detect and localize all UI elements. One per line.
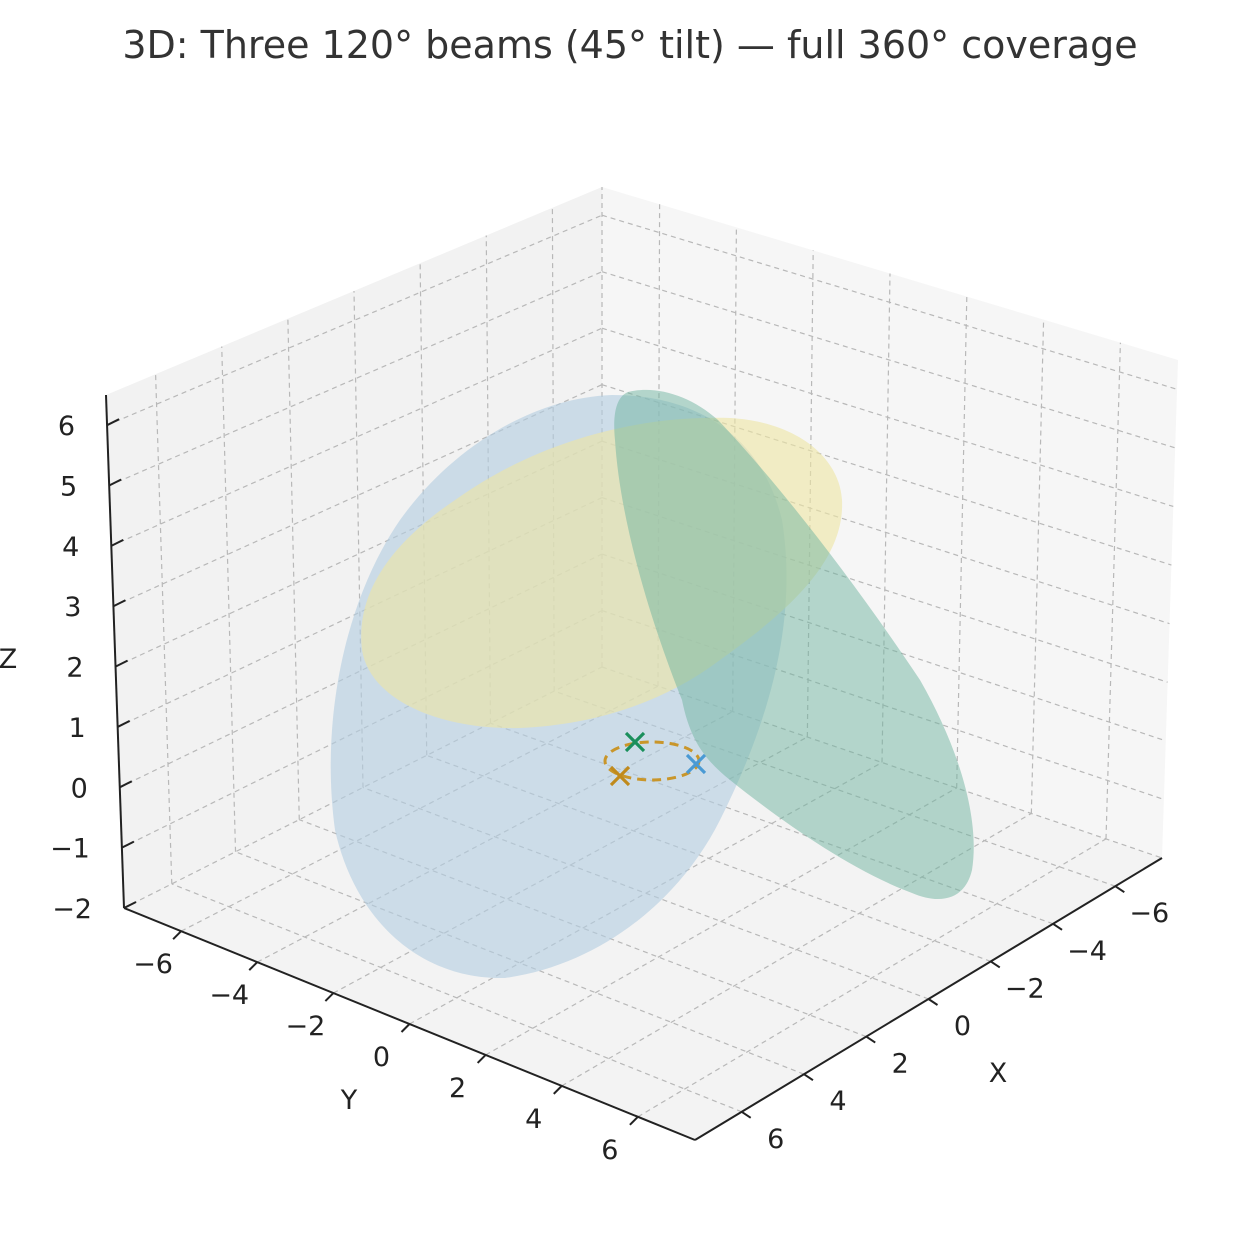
y-tick-label: 4 <box>525 1104 542 1135</box>
y-grid-wall <box>1105 342 1121 839</box>
y-tick-mark <box>476 1054 487 1064</box>
x-tick-label: 4 <box>829 1086 846 1117</box>
z-tick-label: 4 <box>62 532 79 563</box>
x-grid-floor <box>235 851 805 1075</box>
axis-ticks: −6 −4 −2 0 2 4 6 −6 −4 −2 0 2 4 6 −2 −1 0 1 2 3 4 5 6 <box>50 411 1169 1166</box>
z-tick-label: 5 <box>60 472 77 503</box>
y-grid-wall <box>956 296 968 788</box>
z-grid-right <box>601 327 1174 508</box>
chart-title: 3D: Three 120° beams (45° tilt) — full 3… <box>122 23 1137 67</box>
x-tick-label: −4 <box>1067 936 1107 967</box>
y-tick-mark <box>553 1085 563 1095</box>
x-grid-floor <box>426 754 991 962</box>
x-tick-label: 2 <box>892 1049 909 1080</box>
y-grid-wall <box>1030 319 1045 814</box>
x-tick-label: −2 <box>1005 973 1045 1004</box>
x-grid-wall <box>287 318 300 820</box>
x-tick-mark <box>1052 922 1063 931</box>
y-tick-label: −2 <box>285 1011 325 1042</box>
z-tick-mark <box>108 478 122 487</box>
y-tick-label: 0 <box>373 1042 390 1073</box>
x-tick-mark <box>1114 885 1125 894</box>
y-tick-mark <box>629 1116 639 1126</box>
z-tick-label: 3 <box>64 592 81 623</box>
x-tick-mark <box>865 1035 876 1044</box>
y-grid-floor <box>637 838 1107 1118</box>
y-tick-mark <box>248 961 258 971</box>
z-tick-mark <box>121 840 135 849</box>
beam-surfaces <box>330 389 974 979</box>
z-grid-right <box>601 214 1178 390</box>
y-tick-mark <box>324 992 335 1002</box>
z-tick-label: 0 <box>71 773 88 804</box>
z-axis-line <box>105 394 125 909</box>
z-tick-label: 1 <box>68 713 85 744</box>
z-tick-mark <box>119 780 133 789</box>
y-tick-label: −6 <box>133 949 173 980</box>
z-tick-mark <box>117 720 131 728</box>
x-tick-mark <box>741 1110 752 1119</box>
z-tick-mark <box>112 599 126 608</box>
y-tick-mark <box>400 1023 411 1033</box>
z-axis-label: Z <box>0 644 17 675</box>
x-tick-label: 6 <box>767 1124 784 1155</box>
marker-green <box>624 731 646 753</box>
marker-blue <box>685 753 707 775</box>
z-tick-mark <box>106 418 120 427</box>
y-axis-line <box>123 907 696 1141</box>
y-tick-label: 6 <box>601 1135 618 1166</box>
z-grid-right <box>601 271 1176 449</box>
y-tick-mark <box>172 930 182 940</box>
z-tick-label: 6 <box>58 411 75 442</box>
z-tick-mark <box>123 901 137 909</box>
x-grid-wall <box>221 346 237 852</box>
beam-green-surface <box>614 389 974 900</box>
z-tick-label: 2 <box>66 653 83 684</box>
x-tick-mark <box>927 998 939 1006</box>
x-tick-mark <box>803 1073 814 1082</box>
z-tick-mark <box>110 538 124 547</box>
y-axis-label: Y <box>340 1085 358 1116</box>
z-tick-label: −1 <box>50 834 90 865</box>
x-tick-mark <box>990 960 1001 969</box>
x-grid-wall <box>155 374 173 884</box>
marker-orange <box>609 765 631 787</box>
x-tick-label: −6 <box>1129 898 1169 929</box>
x-tick-label: 0 <box>954 1011 971 1042</box>
z-tick-mark <box>115 659 128 668</box>
y-tick-label: 2 <box>449 1073 466 1104</box>
x-axis-label: X <box>989 1058 1008 1089</box>
x-grid-floor <box>171 883 742 1113</box>
y-tick-label: −4 <box>209 980 249 1011</box>
z-tick-label: −2 <box>52 894 92 925</box>
